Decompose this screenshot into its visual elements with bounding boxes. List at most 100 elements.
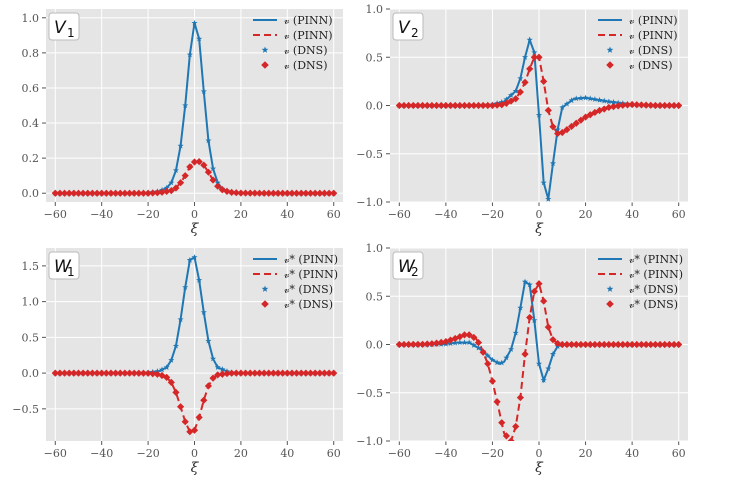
data-point-diamond xyxy=(246,189,254,197)
data-point-diamond xyxy=(633,101,641,109)
data-point-diamond xyxy=(609,103,618,111)
data-point-star xyxy=(610,99,617,105)
data-point-diamond xyxy=(190,158,199,166)
data-point-star xyxy=(554,126,561,133)
data-point-diamond xyxy=(544,106,552,114)
y-tick-label: 0.5 xyxy=(366,51,384,64)
y-tick-label: −0.5 xyxy=(356,148,383,161)
legend-label: 𝓋 (PINN) xyxy=(284,14,333,27)
data-point-diamond xyxy=(656,101,664,110)
data-point-diamond xyxy=(619,340,627,349)
data-point-diamond xyxy=(283,369,291,377)
data-point-star xyxy=(508,346,515,352)
data-point-diamond xyxy=(405,340,413,349)
series-group xyxy=(395,36,683,202)
data-point-diamond xyxy=(465,101,473,110)
data-point-diamond xyxy=(214,371,222,379)
data-point-star xyxy=(503,354,510,361)
legend-label: 𝓋* (PINN) xyxy=(284,268,338,281)
data-point-star xyxy=(182,284,189,290)
data-point-star xyxy=(601,97,608,104)
data-point-diamond xyxy=(144,369,152,377)
data-point-diamond xyxy=(116,189,124,197)
data-point-diamond xyxy=(223,187,231,195)
data-point-diamond xyxy=(311,369,319,377)
panel-title-subscript: 2 xyxy=(411,26,419,40)
panel-4: −60 −40 −20 0 20 40 60 −1.0 −0.5 0.0 0.5 1.0 ξ W2 𝓋* (… xyxy=(356,242,688,476)
data-point-diamond xyxy=(135,189,143,197)
data-point-star xyxy=(210,165,217,172)
data-point-diamond xyxy=(474,338,483,347)
data-point-diamond xyxy=(567,340,576,349)
x-tick-label: −60 xyxy=(388,447,411,460)
panel-title-text: W xyxy=(54,257,72,277)
legend-marker-star xyxy=(606,46,614,53)
data-point-diamond xyxy=(172,184,180,192)
x-tick-label: 20 xyxy=(234,447,248,460)
data-point-diamond xyxy=(512,95,520,103)
data-point-diamond xyxy=(423,101,431,110)
y-tick-label: −0.5 xyxy=(356,387,383,400)
data-point-star xyxy=(512,87,519,94)
data-point-diamond xyxy=(330,369,338,377)
data-point-diamond xyxy=(51,189,59,197)
data-point-diamond xyxy=(549,336,557,344)
data-point-star xyxy=(526,281,533,288)
legend-label: 𝓋* (DNS) xyxy=(629,283,678,296)
data-point-diamond xyxy=(121,189,129,197)
legend-marker-diamond xyxy=(606,61,614,69)
data-point-diamond xyxy=(223,369,231,378)
x-tick-label: −40 xyxy=(434,447,457,460)
data-point-diamond xyxy=(195,158,203,166)
data-point-diamond xyxy=(516,393,524,402)
legend-label: 𝓋 (PINN) xyxy=(629,29,678,42)
data-point-diamond xyxy=(577,116,585,124)
legend-label: 𝓋 (DNS) xyxy=(629,59,673,72)
data-point-diamond xyxy=(79,189,87,197)
data-point-star xyxy=(521,278,529,285)
x-axis-label: ξ xyxy=(535,460,544,476)
data-point-diamond xyxy=(139,189,148,197)
data-point-diamond xyxy=(591,340,599,349)
data-point-diamond xyxy=(526,65,534,73)
data-point-diamond xyxy=(302,369,310,377)
data-point-diamond xyxy=(325,189,333,197)
x-tick-label: 60 xyxy=(327,447,341,460)
x-tick-label: 20 xyxy=(234,208,248,221)
data-point-star xyxy=(182,102,189,109)
data-point-diamond xyxy=(558,128,566,137)
data-point-diamond xyxy=(112,189,120,197)
legend: 𝓋* (PINN) 𝓋* (PINN) 𝓋* (DNS) 𝓋* (DNS) xyxy=(598,253,683,311)
data-point-star xyxy=(158,366,166,373)
x-tick-label: −40 xyxy=(90,447,113,460)
x-axis-label: ξ xyxy=(191,221,200,237)
data-point-diamond xyxy=(456,101,464,110)
data-point-diamond xyxy=(51,369,59,377)
panel-title-text: W xyxy=(398,257,416,277)
data-point-diamond xyxy=(493,101,501,109)
data-point-star xyxy=(461,339,468,346)
data-point-diamond xyxy=(292,369,301,377)
x-tick-label: 60 xyxy=(327,208,341,221)
data-point-diamond xyxy=(176,403,185,411)
x-tick-label: 20 xyxy=(579,208,593,221)
data-point-diamond xyxy=(306,369,315,377)
data-point-diamond xyxy=(540,77,548,85)
legend-marker-diamond xyxy=(261,300,269,308)
data-point-diamond xyxy=(642,101,650,109)
data-point-diamond xyxy=(665,340,673,349)
data-point-diamond xyxy=(228,369,236,377)
data-point-diamond xyxy=(526,313,534,322)
data-point-diamond xyxy=(479,348,487,356)
data-point-star xyxy=(563,100,570,107)
x-tick-label: 60 xyxy=(672,447,686,460)
data-point-diamond xyxy=(204,168,213,176)
data-point-diamond xyxy=(153,370,161,378)
series-group xyxy=(51,19,338,197)
legend-marker-diamond xyxy=(606,300,614,308)
data-point-diamond xyxy=(149,370,157,378)
legend-label: 𝓋* (PINN) xyxy=(629,268,683,281)
data-point-diamond xyxy=(195,413,203,422)
